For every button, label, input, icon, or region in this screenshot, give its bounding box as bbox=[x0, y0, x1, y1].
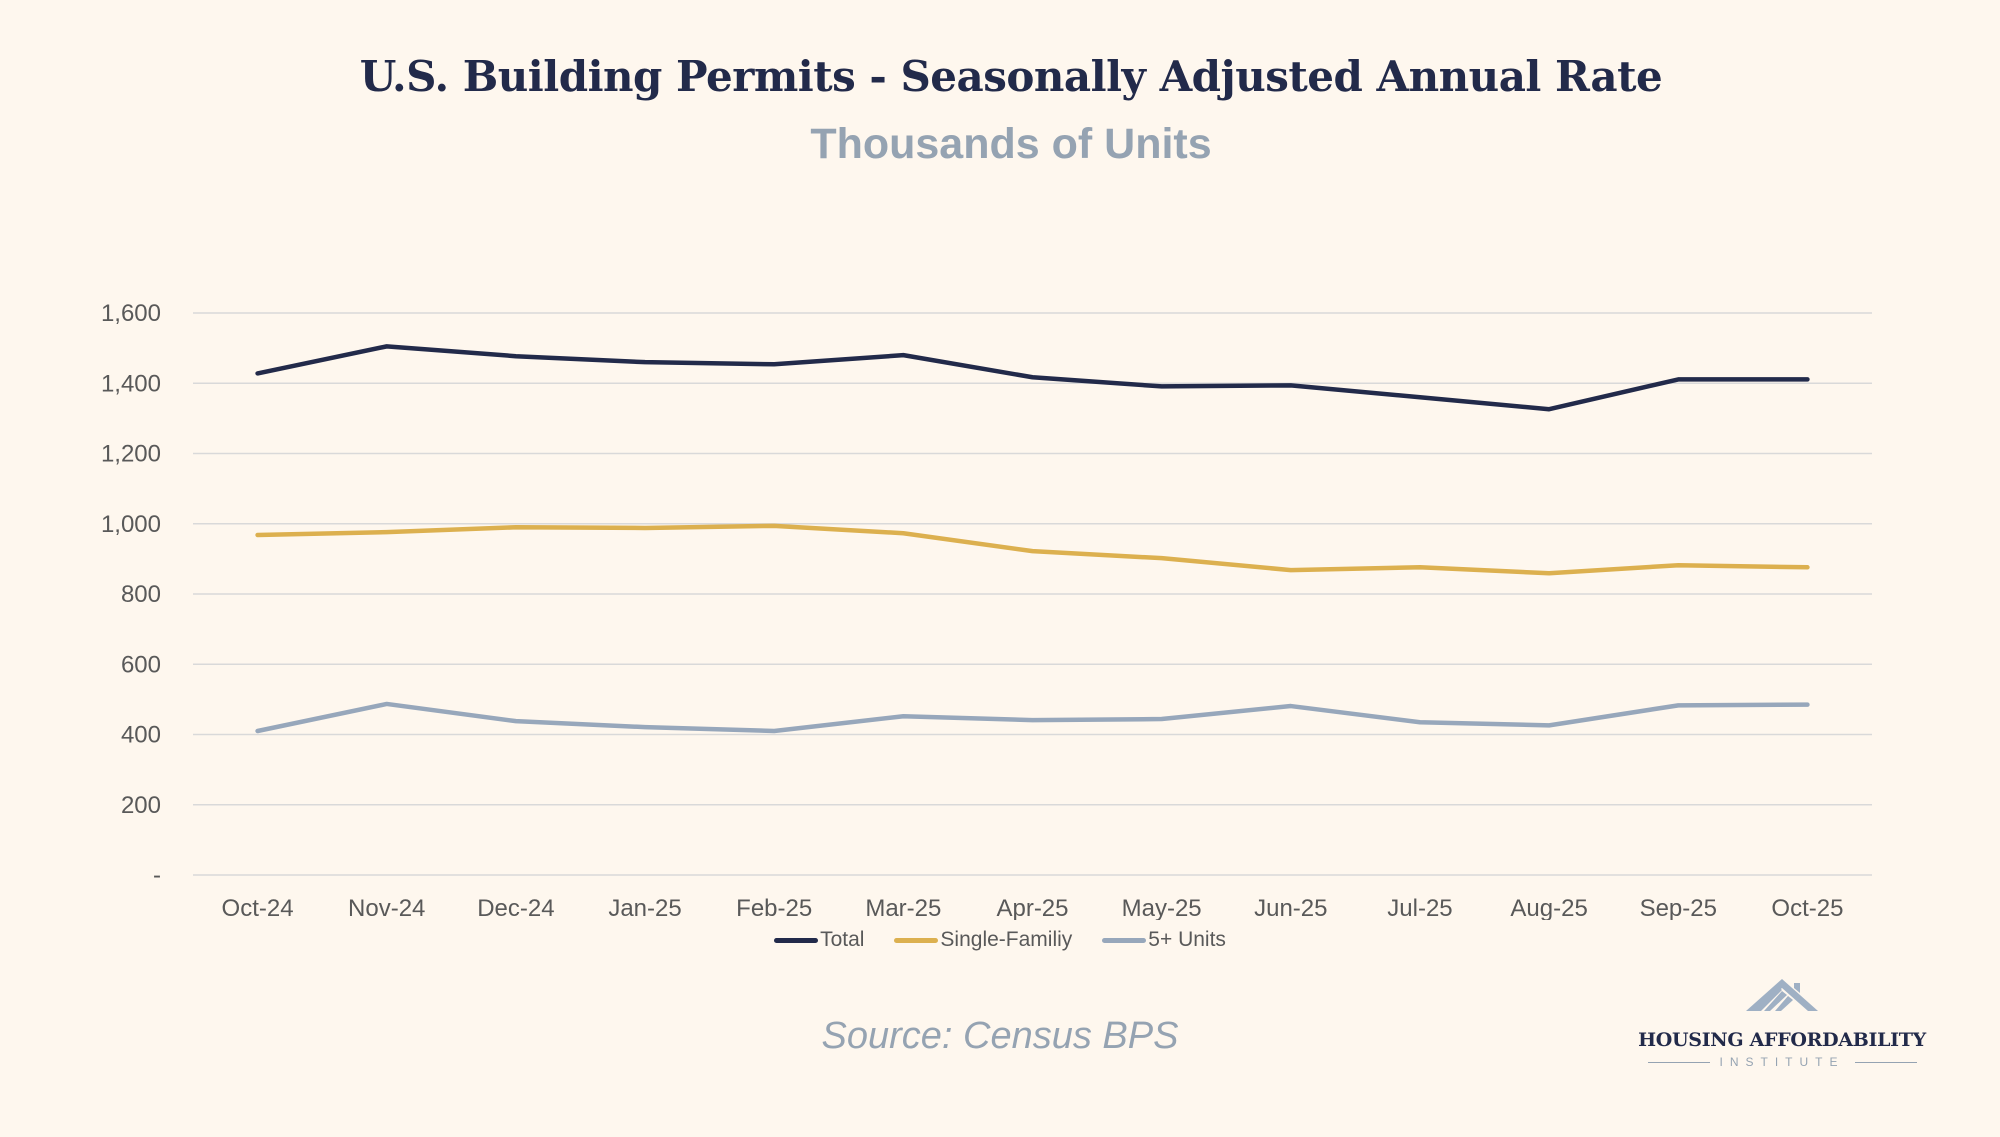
x-tick-label: Feb-25 bbox=[736, 895, 812, 920]
x-tick-label: Jan-25 bbox=[608, 895, 681, 920]
x-tick-label: Dec-24 bbox=[477, 895, 554, 920]
x-axis-ticks: Oct-24 Nov-24 Dec-24 Jan-25 Feb-25 Mar-25 Apr-… bbox=[222, 895, 1844, 920]
line-chart: - 200 400 600 800 1,000 1,200 1,400 1,600 Oct-24… bbox=[101, 300, 1872, 920]
logo-rule-left bbox=[1647, 1061, 1710, 1063]
y-tick-label: 600 bbox=[121, 651, 161, 678]
series-line-total bbox=[255, 344, 1810, 412]
x-tick-label: Sep-25 bbox=[1640, 895, 1717, 920]
series-line-5-units bbox=[255, 701, 1810, 734]
legend-swatch-total bbox=[774, 937, 819, 943]
x-tick-label: Aug-25 bbox=[1510, 895, 1587, 920]
series-line-single-familiy bbox=[255, 523, 1810, 576]
y-tick-label: 800 bbox=[121, 581, 161, 608]
chart-title: U.S. Building Permits - Seasonally Adjus… bbox=[359, 52, 1663, 101]
y-tick-label: 400 bbox=[121, 722, 161, 749]
source-note: Source: Census BPS bbox=[821, 1015, 1179, 1057]
x-tick-label: Oct-25 bbox=[1771, 895, 1843, 920]
x-tick-label: May-25 bbox=[1122, 895, 1202, 920]
chart-subtitle: Thousands of Units bbox=[810, 120, 1212, 168]
legend-item-single-family[interactable]: Single-Familiy bbox=[894, 928, 1072, 952]
y-tick-label: 1,000 bbox=[101, 511, 161, 538]
x-tick-label: Apr-25 bbox=[996, 895, 1068, 920]
logo-name: HOUSING AFFORDABILITY bbox=[1638, 1029, 1926, 1051]
y-axis-ticks: - 200 400 600 800 1,000 1,200 1,400 1,600 bbox=[101, 300, 161, 889]
legend-item-5plus-units[interactable]: 5+ Units bbox=[1102, 928, 1226, 952]
logo-rule-right bbox=[1854, 1061, 1917, 1063]
y-tick-label: 200 bbox=[121, 792, 161, 819]
legend: Total Single-Familiy 5+ Units bbox=[0, 928, 2000, 952]
legend-label-total: Total bbox=[820, 928, 865, 951]
y-tick-label: - bbox=[153, 862, 161, 889]
x-tick-label: Jul-25 bbox=[1387, 895, 1452, 920]
legend-label-5plus-units: 5+ Units bbox=[1148, 928, 1226, 951]
legend-label-single-family: Single-Familiy bbox=[940, 928, 1073, 951]
logo-subtitle: INSTITUTE bbox=[1636, 1055, 1928, 1069]
y-tick-label: 1,600 bbox=[101, 300, 161, 327]
gridlines bbox=[193, 312, 1872, 876]
house-roof-icon bbox=[1746, 979, 1818, 1011]
logo-subname: INSTITUTE bbox=[1719, 1055, 1845, 1069]
x-tick-label: Jun-25 bbox=[1254, 895, 1327, 920]
legend-swatch-5plus-units bbox=[1102, 937, 1147, 943]
y-tick-label: 1,400 bbox=[101, 370, 161, 397]
y-tick-label: 1,200 bbox=[101, 441, 161, 468]
x-tick-label: Mar-25 bbox=[865, 895, 941, 920]
x-tick-label: Oct-24 bbox=[222, 895, 294, 920]
legend-swatch-single-family bbox=[894, 937, 939, 943]
legend-item-total[interactable]: Total bbox=[774, 928, 864, 952]
series-lines bbox=[255, 344, 1810, 734]
x-tick-label: Nov-24 bbox=[348, 895, 425, 920]
hai-logo: HOUSING AFFORDABILITY INSTITUTE bbox=[1636, 975, 1928, 1075]
